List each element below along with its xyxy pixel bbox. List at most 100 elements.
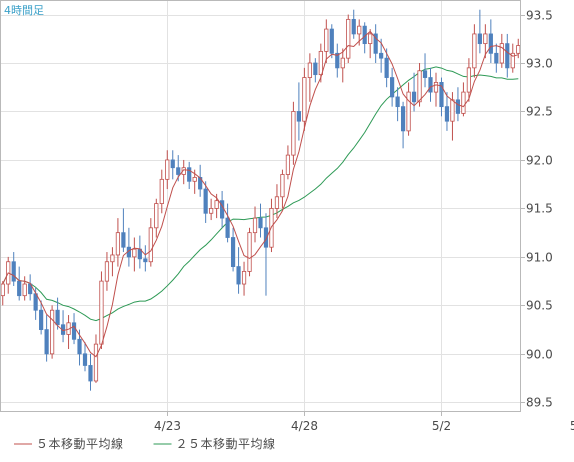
y-axis-ticks: 89.5 90.0 90.5 91.0 91.5 92.0 92.5 93.0 93.5 [521, 9, 553, 410]
candle-body [422, 70, 428, 78]
x-axis-ticks: 4/23 4/28 5/2 5/7 [154, 412, 574, 433]
candle-body [494, 52, 499, 64]
candle [307, 53, 312, 102]
candle-body [302, 77, 307, 122]
candle [296, 82, 301, 141]
candle-body [0, 283, 5, 297]
candle-body [444, 106, 450, 122]
candle-body [44, 329, 49, 355]
candle-body [472, 33, 477, 69]
candle-body [187, 167, 192, 182]
candle-body [483, 33, 488, 45]
candle [236, 247, 241, 294]
candle [88, 353, 93, 391]
candle-body [77, 338, 82, 355]
candle [505, 33, 510, 78]
candle-body [428, 77, 433, 93]
candle [280, 169, 285, 209]
candle [115, 218, 121, 267]
candle [148, 218, 153, 267]
candle-body [241, 271, 247, 285]
candle [143, 245, 148, 272]
candle-body [307, 62, 312, 78]
candle [132, 237, 137, 272]
candle [302, 67, 307, 131]
candle-body [236, 266, 241, 285]
candle [39, 300, 44, 335]
candle [55, 297, 60, 330]
candle-body [400, 106, 406, 132]
y-tick-label: 91.5 [526, 202, 553, 216]
candle-body [110, 254, 115, 263]
candle [499, 33, 504, 68]
candle-body [209, 208, 214, 214]
candle [187, 161, 192, 190]
candle-body [379, 52, 384, 59]
candle [0, 281, 5, 306]
candle-body [258, 217, 263, 229]
ma5-line [2, 30, 519, 358]
candle [258, 203, 263, 238]
candle-body [247, 232, 252, 272]
candle [406, 82, 411, 136]
candle [510, 43, 515, 73]
candle-body [373, 33, 378, 54]
candle-body [55, 309, 60, 326]
candle [335, 43, 340, 78]
candle-body [148, 227, 153, 263]
candle-body [499, 43, 504, 64]
candle [285, 145, 291, 180]
candle [483, 24, 488, 59]
candle [154, 198, 159, 238]
candle [82, 342, 88, 372]
candle [324, 19, 329, 64]
candle-body [395, 96, 400, 108]
candle-body [346, 18, 351, 59]
candle [121, 208, 126, 253]
candle [466, 58, 472, 102]
candle [444, 92, 450, 131]
candle [329, 24, 334, 59]
candle [230, 227, 236, 272]
candle-body [143, 258, 148, 263]
candle [49, 305, 55, 359]
candle [400, 101, 406, 149]
candle-body [285, 154, 291, 175]
candle-body [165, 159, 170, 180]
candle-body [417, 70, 422, 103]
period-label: 4時間足 [4, 4, 44, 17]
candle-body [115, 232, 121, 256]
candle-body [466, 67, 472, 93]
candle [44, 315, 49, 362]
candle-body [22, 283, 27, 297]
candle-body [450, 99, 455, 122]
candle [209, 198, 214, 221]
candle-body [340, 57, 345, 69]
candle-body [39, 309, 44, 330]
y-tick-label: 89.5 [526, 396, 553, 410]
x-tick-label: 5/2 [432, 419, 451, 433]
y-tick-label: 90.0 [526, 348, 553, 362]
candle [225, 203, 230, 243]
candle-body [33, 293, 38, 311]
candle [439, 77, 444, 117]
candle [291, 101, 296, 165]
y-tick-label: 92.0 [526, 154, 553, 168]
candle [488, 19, 493, 64]
candle-body [17, 280, 22, 297]
candle-body [296, 111, 301, 122]
candle-body [49, 309, 55, 355]
candle-body [170, 159, 175, 169]
candle-body [406, 91, 411, 132]
candle-body [351, 18, 356, 35]
candle [433, 72, 439, 107]
candle-body [104, 261, 110, 282]
candle [477, 9, 482, 54]
candle-body [357, 25, 362, 35]
candle [461, 82, 466, 117]
candle-body [411, 91, 417, 103]
candle-body [335, 52, 340, 69]
candle [274, 184, 280, 219]
legend-label: ２５本移動平均線 [176, 436, 276, 451]
